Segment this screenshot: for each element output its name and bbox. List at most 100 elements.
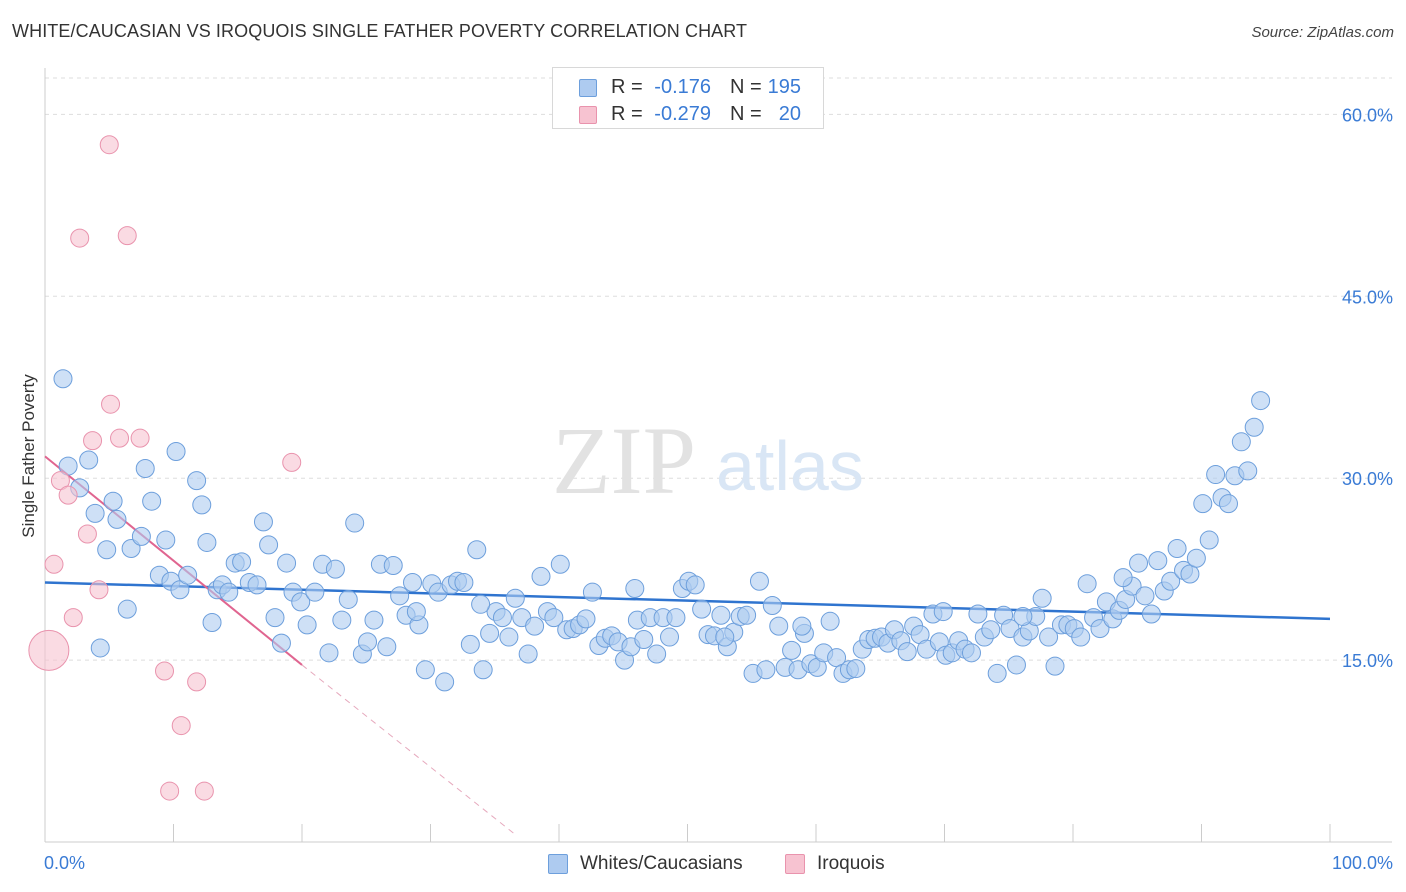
point-whites [97, 540, 117, 560]
point-whites [253, 512, 273, 532]
point-whites [291, 592, 311, 612]
point-iroquois [282, 452, 302, 472]
point-whites [1199, 530, 1219, 550]
point-whites [737, 605, 757, 625]
point-whites [647, 644, 667, 664]
point-whites [820, 611, 840, 631]
point-whites [319, 643, 339, 663]
point-iroquois [77, 524, 97, 544]
point-whites [79, 450, 99, 470]
point-whites [769, 616, 789, 636]
point-whites [897, 642, 917, 662]
point-whites [345, 513, 365, 533]
legend-label: Iroquois [817, 853, 885, 874]
point-whites [1218, 494, 1238, 514]
point-whites [634, 629, 654, 649]
point-whites [1006, 655, 1026, 675]
point-whites [846, 659, 866, 679]
legend-swatch-blue [548, 854, 568, 874]
legend-label: Whites/Caucasians [580, 853, 743, 874]
point-whites [247, 575, 267, 595]
point-iroquois [28, 629, 70, 671]
point-whites [1090, 619, 1110, 639]
point-whites [1161, 571, 1181, 591]
point-whites [403, 572, 423, 592]
point-whites [1077, 574, 1097, 594]
chart-source: Source: ZipAtlas.com [1251, 24, 1394, 41]
point-whites [576, 609, 596, 629]
legend-swatch-blue [579, 79, 597, 97]
point-whites [1039, 627, 1059, 647]
point-whites [265, 608, 285, 628]
point-iroquois [101, 394, 121, 414]
point-whites [792, 616, 812, 636]
legend-swatch-pink [579, 106, 597, 124]
point-whites [305, 582, 325, 602]
n-value: 20 [778, 103, 801, 125]
point-whites [467, 540, 487, 560]
point-whites [544, 608, 564, 628]
y-tick-label: 30.0% [1342, 469, 1393, 489]
point-whites [1113, 568, 1133, 588]
point-whites [107, 509, 127, 529]
y-tick-label: 60.0% [1342, 105, 1393, 125]
point-iroquois [89, 580, 109, 600]
point-whites [715, 627, 735, 647]
point-whites [1135, 586, 1155, 606]
point-whites [390, 586, 410, 606]
point-iroquois [155, 661, 175, 681]
point-iroquois [44, 554, 64, 574]
n-label: N = [730, 103, 762, 125]
point-whites [1129, 553, 1149, 573]
point-whites [1251, 391, 1271, 411]
point-whites [1206, 465, 1226, 485]
point-whites [156, 530, 176, 550]
stats-row-iroquois: R = -0.279 N = 20 [553, 100, 825, 128]
point-whites [471, 594, 491, 614]
point-whites [1045, 656, 1065, 676]
point-iroquois [187, 672, 207, 692]
point-whites [685, 575, 705, 595]
point-whites [1148, 551, 1168, 571]
point-whites [473, 660, 493, 680]
point-whites [666, 608, 686, 628]
point-whites [358, 632, 378, 652]
point-whites [131, 526, 151, 546]
point-whites [782, 640, 802, 660]
point-whites [383, 556, 403, 576]
point-whites [518, 644, 538, 664]
point-whites [531, 566, 551, 586]
point-iroquois [83, 431, 103, 451]
point-whites [1231, 432, 1251, 452]
point-whites [58, 456, 78, 476]
tick-labels: 15.0% 30.0% 45.0% 60.0% 0.0% 100.0% [44, 105, 1393, 873]
point-whites [187, 471, 207, 491]
point-whites [135, 458, 155, 478]
point-whites [981, 620, 1001, 640]
point-whites [756, 660, 776, 680]
x-tick-label: 0.0% [44, 853, 85, 873]
n-label: N = [730, 76, 762, 98]
point-whites [625, 579, 645, 599]
point-whites [1186, 548, 1206, 568]
stats-row-whites: R = -0.176 N = 195 [553, 73, 825, 101]
point-iroquois [171, 716, 191, 736]
point-whites [1244, 417, 1264, 437]
point-whites [711, 605, 731, 625]
point-whites [1071, 627, 1091, 647]
point-whites [170, 580, 190, 600]
point-whites [987, 663, 1007, 683]
point-iroquois [99, 135, 119, 155]
trend-extension-iroquois [301, 664, 515, 834]
point-whites [219, 582, 239, 602]
point-iroquois [70, 228, 90, 248]
point-whites [53, 369, 73, 389]
point-whites [499, 627, 519, 647]
point-whites [415, 660, 435, 680]
point-whites [968, 604, 988, 624]
point-whites [117, 599, 137, 619]
point-whites [460, 634, 480, 654]
r-label: R = [611, 76, 643, 98]
point-whites [406, 602, 426, 622]
point-whites [297, 615, 317, 635]
